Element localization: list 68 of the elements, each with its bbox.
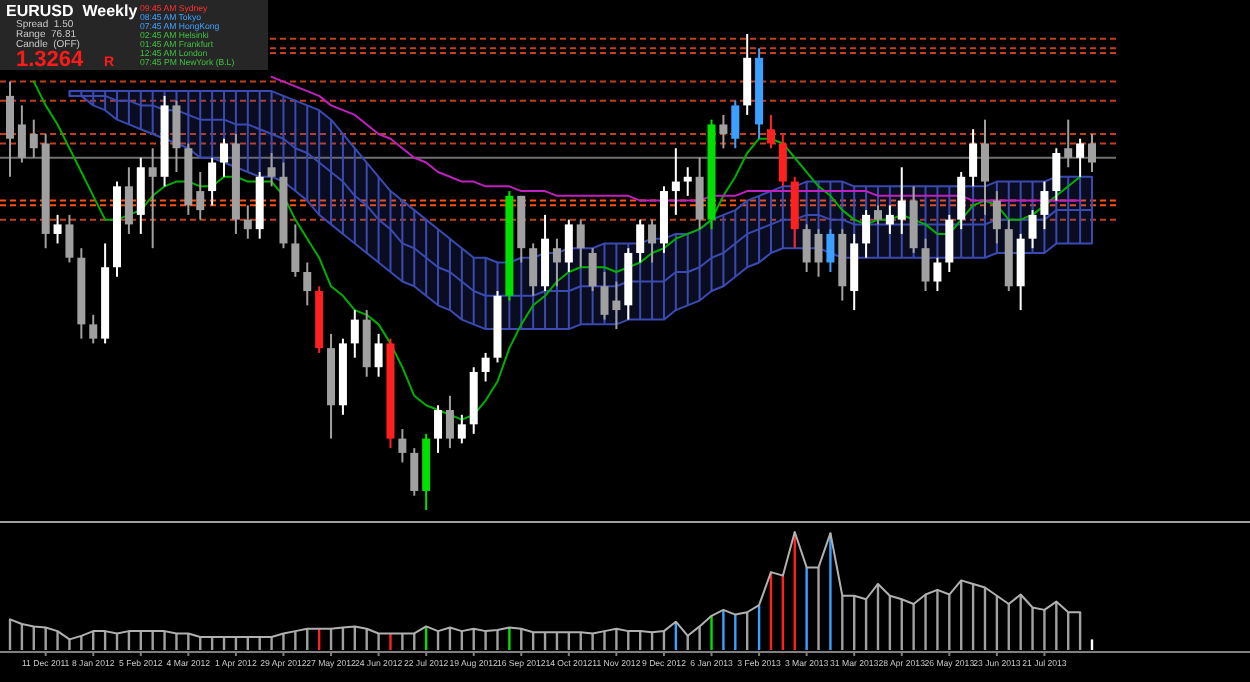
candlestick — [89, 313, 98, 345]
candlestick — [124, 166, 133, 235]
candlestick — [1052, 147, 1061, 202]
candlestick — [374, 332, 383, 378]
candlestick — [481, 351, 490, 383]
candlestick — [980, 118, 989, 216]
candlestick — [398, 428, 407, 464]
annotation: 1.3264 — [16, 48, 86, 72]
candlestick — [1064, 118, 1073, 169]
candlestick — [862, 209, 871, 259]
candlestick — [529, 242, 538, 297]
candlestick — [1028, 209, 1037, 250]
candlestick — [457, 413, 466, 445]
candlestick — [992, 190, 1001, 245]
candlestick — [65, 213, 74, 264]
candlestick — [850, 232, 859, 312]
candlestick — [208, 156, 217, 207]
candlestick — [350, 309, 359, 359]
candlestick — [541, 213, 550, 293]
candlestick — [196, 171, 205, 221]
candlestick — [648, 218, 657, 264]
candlestick — [148, 147, 157, 250]
candlestick — [445, 394, 454, 450]
candlestick — [243, 204, 252, 240]
candlestick — [743, 33, 752, 116]
candlestick — [291, 223, 300, 278]
candlestick — [719, 113, 728, 150]
candlestick — [671, 147, 680, 216]
chart-title: EURUSD Weekly — [6, 2, 139, 20]
candlestick — [909, 185, 918, 254]
candlestick — [1040, 180, 1049, 231]
candlestick — [136, 156, 145, 235]
candlestick — [434, 404, 443, 454]
candlestick — [576, 218, 585, 269]
candlestick — [957, 171, 966, 231]
candlestick — [1016, 232, 1025, 312]
candlestick — [588, 247, 597, 293]
candlestick — [220, 137, 229, 178]
candlestick — [267, 152, 276, 188]
candlestick — [564, 218, 573, 273]
candlestick — [873, 204, 882, 226]
candlestick — [945, 213, 954, 273]
candlestick — [683, 166, 692, 197]
candlestick — [778, 132, 787, 188]
candlestick — [897, 166, 906, 235]
candlestick — [885, 204, 894, 235]
candlestick — [636, 218, 645, 264]
candlestick — [731, 99, 740, 150]
candlestick — [17, 104, 26, 164]
candlestick — [826, 228, 835, 273]
candlestick — [933, 256, 942, 293]
candlestick — [362, 309, 371, 378]
candlestick — [921, 237, 930, 293]
candlestick — [802, 223, 811, 273]
candlestick — [1076, 137, 1085, 178]
candlestick — [695, 156, 704, 231]
candlestick — [172, 99, 181, 174]
candlestick — [969, 128, 978, 188]
candlestick — [766, 113, 775, 150]
candlestick — [410, 447, 419, 497]
candlestick — [29, 118, 38, 159]
candlestick — [303, 261, 312, 307]
candlestick — [1088, 132, 1096, 174]
candlestick — [814, 228, 823, 278]
candlestick — [552, 237, 561, 288]
candlestick — [790, 175, 799, 250]
candlestick — [53, 213, 62, 245]
candlestick — [6, 80, 14, 178]
